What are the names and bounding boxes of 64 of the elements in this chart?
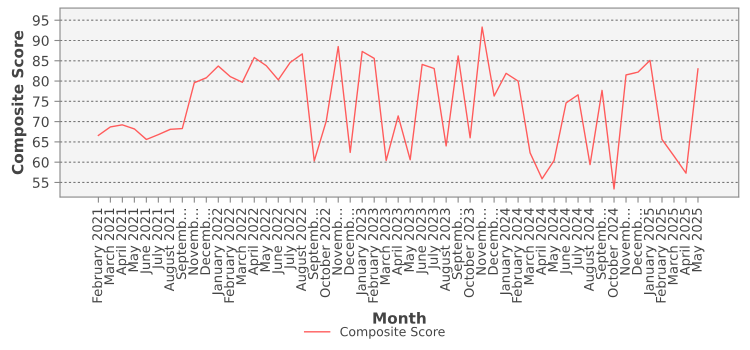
y-tick-label: 95 [32, 15, 48, 26]
x-tick-label: April 2024 [536, 208, 548, 276]
x-tick-label: June 2024 [560, 208, 572, 275]
x-tick-label: January 2025 [644, 208, 656, 296]
x-tick-label: July 2021 [152, 208, 165, 270]
x-tick-label: March 2024 [524, 208, 534, 284]
y-tick-label: 75 [33, 96, 48, 107]
x-tick-label: February 2022 [224, 208, 237, 302]
x-tick-label: Novemb… [188, 208, 198, 274]
x-tick-label: January 2022 [212, 208, 225, 296]
x-tick-label: Decemb… [488, 208, 498, 274]
x-tick-label: January 2024 [500, 208, 512, 296]
x-tick-label: February 2024 [512, 208, 524, 302]
x-tick-label: February 2025 [656, 208, 668, 302]
y-tick-label: 65 [32, 136, 48, 148]
x-tick-label: August 2023 [440, 208, 453, 292]
x-tick-label: October 2024 [608, 208, 618, 298]
x-tick-label: March 2025 [668, 208, 678, 284]
y-tick-label: 85 [32, 56, 48, 66]
x-tick-label: June 2022 [272, 208, 285, 275]
x-tick-label: Novemb… [620, 208, 630, 274]
x-tick-label: March 2021 [104, 208, 114, 284]
x-tick-label: August 2021 [164, 208, 177, 292]
x-tick-label: May 2024 [548, 208, 560, 272]
y-axis-title: Composite Score [12, 30, 26, 174]
x-tick-label: Septemb… [176, 208, 189, 280]
x-tick-label: Novemb… [476, 208, 486, 274]
x-tick-label: April 2025 [680, 208, 692, 276]
x-tick-label: May 2023 [404, 208, 417, 272]
x-tick-label: July 2024 [572, 208, 584, 270]
x-tick-label: April 2023 [392, 208, 405, 276]
x-tick-label: May 2022 [260, 208, 273, 272]
x-tick-label: August 2022 [296, 208, 309, 292]
x-axis-title: Month [373, 312, 426, 324]
x-tick-label: March 2023 [380, 208, 390, 284]
y-tick-label: 80 [32, 76, 49, 87]
y-tick-label: 90 [32, 35, 49, 46]
x-tick-label: February 2021 [92, 208, 105, 302]
x-tick-label: July 2022 [284, 208, 297, 270]
x-tick-label: May 2021 [128, 208, 141, 272]
x-tick-label: June 2023 [416, 208, 428, 275]
x-tick-label: Septemb… [308, 208, 321, 280]
x-tick-label: July 2023 [428, 208, 441, 270]
x-tick-label: June 2021 [140, 208, 153, 275]
x-tick-label: May 2025 [692, 208, 704, 272]
y-tick-label: 55 [32, 178, 48, 188]
y-tick-label: 60 [32, 157, 49, 168]
x-tick-label: Septemb… [596, 208, 608, 280]
y-tick-label: 70 [33, 116, 49, 128]
legend-label: Composite Score [340, 326, 445, 339]
x-tick-label: Decemb… [632, 208, 642, 274]
x-tick-label: Decemb… [200, 208, 210, 274]
x-tick-label: March 2022 [236, 208, 246, 284]
x-tick-label: October 2023 [464, 208, 474, 298]
x-tick-label: August 2024 [584, 208, 596, 292]
x-tick-label: Septemb… [452, 208, 465, 280]
x-tick-label: Novemb… [332, 208, 342, 274]
x-tick-label: April 2021 [116, 208, 129, 276]
x-tick-label: February 2023 [368, 208, 381, 302]
line-series [98, 26, 699, 190]
x-tick-label: Decemb… [344, 208, 354, 274]
x-tick-label: October 2022 [320, 208, 330, 298]
x-tick-label: April 2022 [248, 208, 261, 276]
x-tick-label: January 2023 [356, 208, 369, 296]
